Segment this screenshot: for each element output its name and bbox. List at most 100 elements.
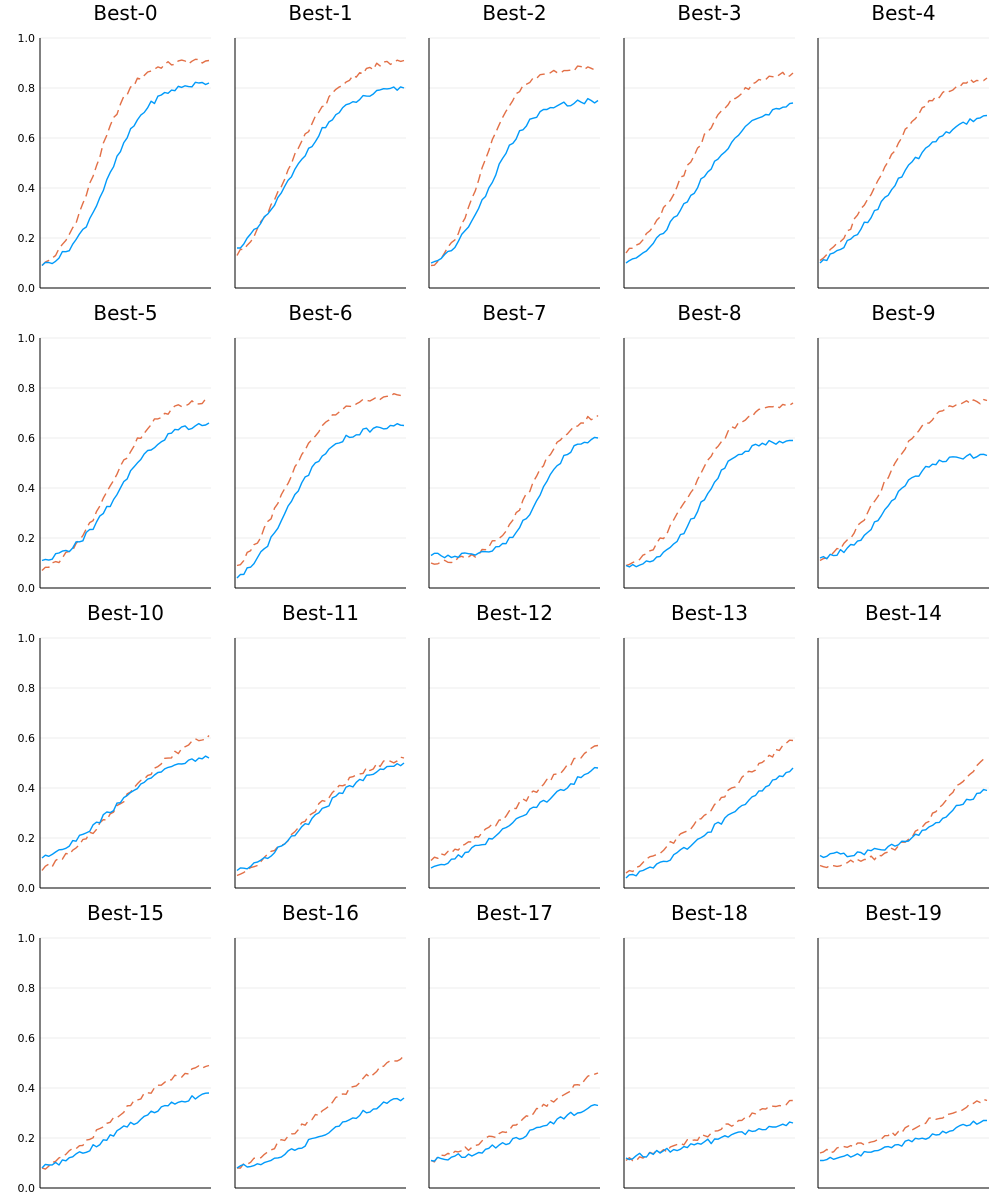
dashed-series-line [625, 739, 794, 874]
solid-series-line [820, 1119, 988, 1162]
y-tick-label: 0.8 [18, 982, 36, 995]
y-tick-label: 1.0 [18, 632, 36, 645]
y-tick-label: 0.2 [18, 532, 36, 545]
panel-best-12: Best-12 [428, 601, 600, 889]
panel-best-18: Best-18 [623, 901, 795, 1189]
y-tick-label: 0.6 [18, 432, 36, 445]
dashed-series-line [236, 393, 405, 567]
panel-best-11: Best-11 [234, 601, 406, 889]
panel-title: Best-10 [87, 601, 164, 625]
panel-title: Best-9 [871, 301, 935, 325]
panel-best-15: 0.0 0.2 0.4 0.6 0.8 1.0 Best-15 [18, 901, 211, 1195]
solid-series-line [237, 86, 405, 249]
y-tick-label: 0.8 [18, 82, 36, 95]
panel-title: Best-8 [677, 301, 741, 325]
solid-series-line [41, 755, 210, 859]
y-tick-label: 1.0 [18, 332, 36, 345]
solid-series-line [236, 762, 405, 872]
solid-series-line [625, 102, 794, 264]
solid-series-line [819, 453, 988, 560]
y-tick-label: 0.0 [18, 882, 36, 895]
panel-title: Best-13 [671, 601, 748, 625]
panel-best-4: Best-4 [817, 1, 989, 289]
panel-title: Best-14 [865, 601, 942, 625]
panel-best-2: Best-2 [428, 1, 600, 289]
solid-series-line [430, 766, 599, 869]
dashed-series-line [41, 735, 210, 871]
panel-title: Best-0 [93, 1, 157, 25]
solid-series-line [236, 423, 405, 579]
y-tick-label: 0.8 [18, 682, 36, 695]
solid-series-line [625, 1121, 794, 1161]
panel-title: Best-1 [288, 1, 352, 25]
solid-series-line [430, 1103, 599, 1162]
panel-title: Best-7 [482, 301, 546, 325]
y-tick-label: 0.0 [18, 282, 36, 295]
solid-series-line [625, 439, 794, 568]
solid-series-line [430, 436, 599, 559]
solid-series-line [41, 422, 210, 562]
panel-best-16: Best-16 [234, 901, 406, 1189]
dashed-series-line [430, 1072, 599, 1163]
dashed-series-line [41, 398, 210, 572]
panel-title: Best-2 [482, 1, 546, 25]
panel-title: Best-11 [282, 601, 359, 625]
panel-title: Best-3 [677, 1, 741, 25]
panel-title: Best-19 [865, 901, 942, 925]
dashed-series-line [819, 77, 988, 262]
solid-series-line [819, 114, 988, 264]
panel-title: Best-5 [93, 301, 157, 325]
panel-title: Best-18 [671, 901, 748, 925]
dashed-series-line [819, 398, 988, 562]
y-tick-label: 0.4 [18, 782, 36, 795]
panel-best-10: 0.0 0.2 0.4 0.6 0.8 1.0 Best-10 [18, 601, 211, 895]
panel-best-6: Best-6 [234, 301, 406, 589]
panel-title: Best-6 [288, 301, 352, 325]
panel-title: Best-15 [87, 901, 164, 925]
y-tick-label: 0.6 [18, 132, 36, 145]
y-tick-label: 0.0 [18, 1182, 36, 1195]
dashed-series-line [625, 402, 794, 567]
solid-series-line [625, 767, 794, 879]
dashed-series-line [430, 65, 599, 267]
panel-best-1: Best-1 [234, 1, 406, 289]
y-tick-label: 0.2 [18, 832, 36, 845]
dashed-series-line [625, 1099, 794, 1162]
y-tick-label: 0.6 [18, 1032, 36, 1045]
solid-series-line [41, 1092, 210, 1169]
panel-title: Best-12 [476, 601, 553, 625]
y-tick-label: 1.0 [18, 932, 36, 945]
y-tick-label: 0.4 [18, 182, 36, 195]
panel-best-5: 0.0 0.2 0.4 0.6 0.8 1.0 Best-5 [18, 301, 211, 595]
y-tick-label: 0.4 [18, 482, 36, 495]
y-tick-label: 0.2 [18, 1132, 36, 1145]
panel-best-3: Best-3 [623, 1, 795, 289]
panel-title: Best-17 [476, 901, 553, 925]
solid-series-line [236, 1097, 405, 1169]
panel-best-7: Best-7 [428, 301, 600, 589]
dashed-series-line [236, 756, 405, 877]
dashed-series-line [625, 71, 794, 254]
panel-best-19: Best-19 [817, 901, 989, 1189]
y-tick-label: 0.4 [18, 1082, 36, 1095]
panel-title: Best-16 [282, 901, 359, 925]
panel-title: Best-4 [871, 1, 935, 25]
panel-best-8: Best-8 [623, 301, 795, 589]
panel-best-0: 0.0 0.2 0.4 0.6 0.8 1.0 Best-0 [18, 1, 211, 295]
y-tick-label: 0.6 [18, 732, 36, 745]
solid-series-line [41, 81, 210, 267]
y-tick-label: 0.8 [18, 382, 36, 395]
solid-series-line [819, 788, 988, 859]
solid-series-line [430, 97, 599, 264]
panel-best-9: Best-9 [817, 301, 989, 589]
panel-best-13: Best-13 [623, 601, 795, 889]
dashed-series-line [41, 58, 210, 266]
panel-best-17: Best-17 [428, 901, 600, 1189]
dashed-series-line [819, 1098, 988, 1154]
y-tick-label: 0.0 [18, 582, 36, 595]
y-tick-label: 1.0 [18, 32, 36, 45]
y-tick-label: 0.2 [18, 232, 36, 245]
dashed-series-line [430, 744, 599, 862]
dashed-series-line [236, 1055, 405, 1169]
